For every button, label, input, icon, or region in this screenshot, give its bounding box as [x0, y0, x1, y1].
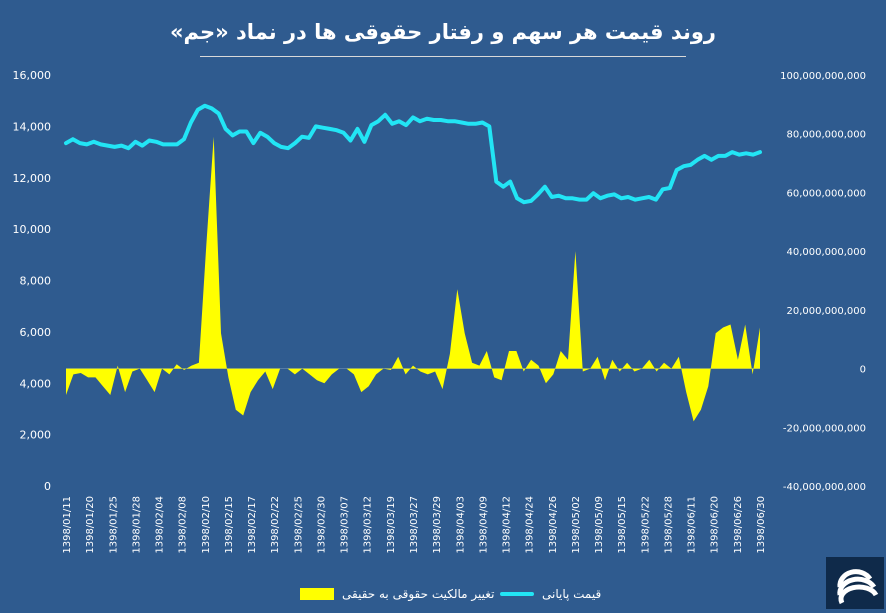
- x-tick-label: 1398/06/26: [733, 496, 744, 554]
- x-tick-label: 1398/03/27: [409, 496, 420, 554]
- left-tick-label: 14,000: [13, 120, 52, 133]
- legal-area-path: [66, 136, 760, 422]
- x-tick-label: 1398/04/03: [455, 496, 466, 554]
- legend-label-legal: تغییر مالکیت حقوقی به حقیقی: [342, 587, 495, 601]
- price-line-path: [64, 103, 762, 205]
- x-tick-label: 1398/02/15: [224, 496, 235, 554]
- x-tick-label: 1398/03/19: [386, 496, 397, 554]
- x-tick-label: 1398/01/28: [131, 496, 142, 554]
- right-tick-label: -20,000,000,000: [783, 423, 866, 434]
- x-tick-label: 1398/01/25: [108, 496, 119, 554]
- right-tick-label: 20,000,000,000: [786, 306, 866, 317]
- price-line-series: [64, 103, 762, 205]
- right-tick-label: 40,000,000,000: [786, 247, 866, 258]
- x-tick-label: 1398/04/26: [548, 496, 559, 554]
- brand-logo: [826, 557, 884, 609]
- title-underline: [200, 56, 686, 57]
- left-tick-label: 6,000: [20, 326, 52, 339]
- x-tick-label: 1398/05/09: [594, 496, 605, 554]
- x-tick-label: 1398/02/30: [316, 496, 327, 554]
- x-tick-label: 1398/04/24: [525, 496, 536, 554]
- legend-label-price: قیمت پایانی: [542, 587, 602, 601]
- x-tick-label: 1398/02/25: [293, 496, 304, 554]
- x-tick-label: 1398/05/28: [663, 496, 674, 554]
- left-axis: 0 2,000 4,000 6,000 8,000 10,000 12,000 14,000 1…: [13, 69, 52, 493]
- x-tick-label: 1398/03/07: [340, 496, 351, 554]
- right-axis: -40,000,000,000 -20,000,000,000 0 20,000,00…: [780, 71, 866, 493]
- x-tick-label: 1398/05/02: [571, 496, 582, 554]
- x-tick-label: 1398/02/22: [270, 496, 281, 554]
- right-tick-label: -40,000,000,000: [783, 482, 866, 493]
- legend: تغییر مالکیت حقوقی به حقیقی قیمت پایانی: [0, 583, 886, 605]
- right-tick-label: 60,000,000,000: [786, 188, 866, 199]
- x-tick-label: 1398/06/11: [687, 496, 698, 554]
- x-tick-label: 1398/06/20: [710, 496, 721, 554]
- x-tick-label: 1398/01/20: [85, 496, 96, 554]
- legend-swatch-price: [500, 592, 534, 596]
- logo-icon: [837, 569, 879, 605]
- left-tick-label: 16,000: [13, 69, 52, 82]
- right-tick-label: 0: [860, 365, 866, 376]
- x-tick-label: 1398/02/17: [247, 496, 258, 554]
- x-tick-label: 1398/02/10: [201, 496, 212, 554]
- left-tick-label: 0: [44, 480, 51, 493]
- legal-area-series: [66, 136, 760, 422]
- legend-item-legal: تغییر مالکیت حقوقی به حقیقی: [300, 583, 494, 605]
- right-tick-label: 100,000,000,000: [780, 71, 866, 82]
- x-axis: 1398/01/11 1398/01/20 1398/01/25 1398/01/28…: [62, 496, 767, 554]
- right-tick-label: 80,000,000,000: [786, 130, 866, 141]
- left-tick-label: 4,000: [20, 377, 52, 390]
- x-tick-label: 1398/06/30: [756, 496, 767, 554]
- x-tick-label: 1398/04/09: [478, 496, 489, 554]
- legend-swatch-legal: [300, 588, 334, 600]
- left-tick-label: 12,000: [13, 172, 52, 185]
- x-tick-label: 1398/01/11: [62, 496, 73, 554]
- chart-title: روند قیمت هر سهم و رفتار حقوقی ها در نما…: [169, 20, 717, 44]
- left-tick-label: 2,000: [20, 429, 52, 442]
- x-tick-label: 1398/05/22: [640, 496, 651, 554]
- x-tick-label: 1398/05/15: [617, 496, 628, 554]
- x-tick-label: 1398/03/29: [432, 496, 443, 554]
- left-tick-label: 10,000: [13, 223, 52, 236]
- legend-item-price: قیمت پایانی: [500, 583, 601, 605]
- left-tick-label: 8,000: [20, 275, 52, 288]
- x-tick-label: 1398/02/08: [178, 496, 189, 554]
- x-tick-label: 1398/03/12: [363, 496, 374, 554]
- x-tick-label: 1398/02/04: [155, 496, 166, 554]
- x-tick-label: 1398/04/12: [502, 496, 513, 554]
